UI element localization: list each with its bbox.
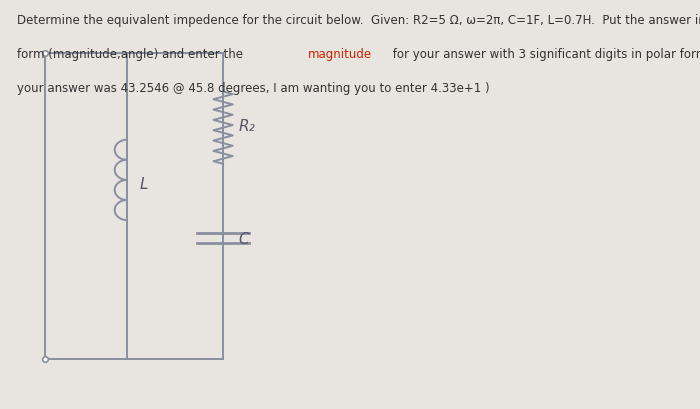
Text: your answer was 43.2546 @ 45.8 degrees, I am wanting you to enter 4.33e+1 ): your answer was 43.2546 @ 45.8 degrees, … <box>18 82 490 95</box>
Text: magnitude: magnitude <box>308 48 372 61</box>
Text: form (magnitude,angle) and enter the: form (magnitude,angle) and enter the <box>18 48 247 61</box>
Text: Determine the equivalent impedence for the circuit below.  Given: R2=5 Ω, ω=2π, : Determine the equivalent impedence for t… <box>18 14 700 27</box>
Text: L: L <box>139 177 148 192</box>
Text: for your answer with 3 significant digits in polar form (For example, if: for your answer with 3 significant digit… <box>389 48 700 61</box>
Text: R₂: R₂ <box>238 119 255 134</box>
Text: C: C <box>238 231 248 246</box>
